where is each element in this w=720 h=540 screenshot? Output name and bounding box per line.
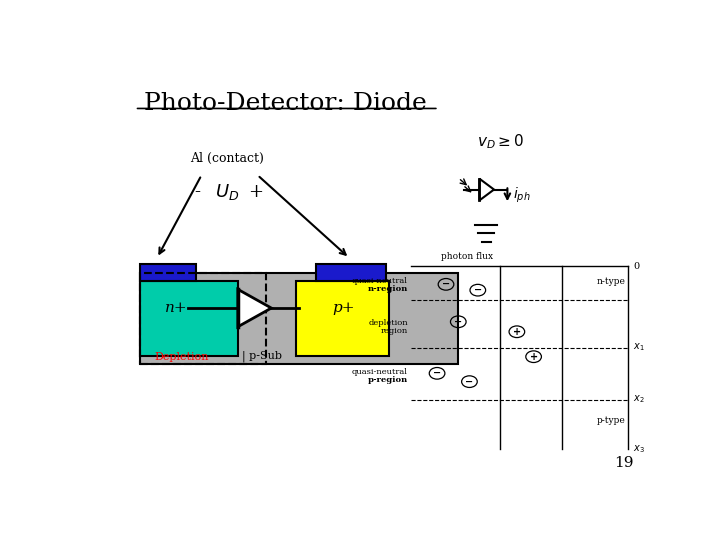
Text: -: -	[194, 183, 201, 201]
Text: $U_D$: $U_D$	[215, 181, 239, 201]
Bar	[140, 273, 458, 364]
Text: | p-Sub: | p-Sub	[242, 350, 282, 362]
Bar	[140, 273, 266, 364]
Text: $v_D \geq 0$: $v_D \geq 0$	[477, 132, 523, 151]
Bar	[316, 265, 386, 281]
Text: −: −	[433, 368, 441, 379]
Text: −: −	[474, 285, 482, 295]
Text: $i_{ph}$: $i_{ph}$	[513, 186, 531, 205]
Bar	[297, 281, 389, 356]
Text: n+: n+	[165, 301, 188, 315]
Text: Photo-Detector: Diode: Photo-Detector: Diode	[144, 92, 427, 115]
Text: p-type: p-type	[597, 416, 626, 425]
Text: +: +	[513, 327, 521, 337]
Text: +: +	[529, 352, 538, 362]
Text: 0: 0	[633, 262, 639, 271]
Text: p+: p+	[333, 301, 355, 315]
Text: n-region: n-region	[368, 285, 408, 293]
Text: $x_2$: $x_2$	[633, 394, 644, 406]
Text: Depletion: Depletion	[154, 352, 209, 362]
Polygon shape	[238, 289, 271, 327]
Text: region: region	[381, 327, 408, 335]
Text: −: −	[454, 317, 462, 327]
Text: photon flux: photon flux	[441, 253, 492, 261]
Text: 19: 19	[615, 456, 634, 470]
Polygon shape	[480, 179, 494, 200]
Text: $x_3$: $x_3$	[633, 443, 644, 455]
Text: −: −	[442, 279, 450, 289]
Bar	[140, 265, 196, 281]
Text: $x_1$: $x_1$	[633, 342, 644, 354]
Bar	[140, 281, 238, 356]
Text: depletion: depletion	[369, 320, 408, 327]
Text: −: −	[465, 376, 474, 387]
Text: quasi-neutral: quasi-neutral	[352, 277, 408, 285]
Text: n-type: n-type	[597, 278, 626, 286]
Text: Al (contact): Al (contact)	[190, 152, 264, 165]
Text: quasi-neutral: quasi-neutral	[352, 368, 408, 376]
Text: +: +	[248, 183, 264, 201]
Text: p-region: p-region	[368, 376, 408, 384]
